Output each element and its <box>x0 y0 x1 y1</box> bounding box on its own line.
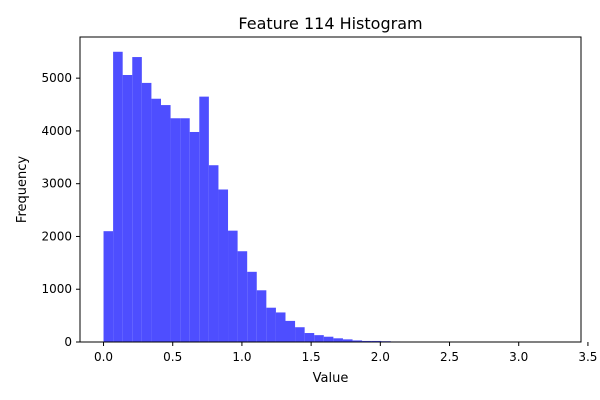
histogram-bar <box>180 118 190 343</box>
histogram-bar <box>199 96 209 343</box>
histogram-bar <box>333 338 343 342</box>
histogram-bar <box>295 327 305 342</box>
histogram-bar <box>103 231 114 342</box>
histogram-bar <box>362 340 372 342</box>
histogram-bar <box>228 230 238 342</box>
x-tick-label: 1.0 <box>232 350 251 364</box>
histogram-bar <box>189 131 200 342</box>
axes-frame <box>79 36 582 343</box>
plot-area <box>103 51 487 343</box>
x-tick-label: 0.5 <box>163 350 182 364</box>
x-axis-label: Value <box>313 371 349 386</box>
x-tick-label: 1.5 <box>302 350 321 364</box>
y-tick-label: 4000 <box>41 124 72 138</box>
y-tick-label: 2000 <box>41 229 72 243</box>
y-tick-label: 0 <box>64 335 72 349</box>
chart-title: Feature 114 Histogram <box>238 14 422 33</box>
histogram-bar <box>275 312 286 342</box>
x-tick-label: 3.0 <box>509 350 528 364</box>
histogram-bar <box>237 251 248 342</box>
histogram-bar <box>132 57 142 342</box>
histogram-bar <box>218 189 229 342</box>
histogram-bar <box>170 118 181 343</box>
histogram-bar <box>342 339 353 342</box>
histogram-bar <box>304 333 315 342</box>
histogram-bar <box>323 336 334 342</box>
histogram-bar <box>285 320 296 342</box>
histogram-bar <box>314 335 324 342</box>
x-tick-label: 2.5 <box>440 350 459 364</box>
x-tick-label: 3.5 <box>578 350 597 364</box>
y-tick-label: 1000 <box>41 282 72 296</box>
x-tick-label: 2.0 <box>371 350 390 364</box>
y-tick-label: 5000 <box>41 71 72 85</box>
histogram-bar <box>256 290 267 342</box>
x-axis-ticks: 0.0 0.5 1.0 1.5 2.0 2.5 3.0 3.5 <box>94 342 597 364</box>
histogram-bar <box>247 271 257 342</box>
histogram-bar <box>352 340 363 342</box>
histogram-bar <box>266 307 276 342</box>
x-tick-label: 0.0 <box>94 350 113 364</box>
histogram-bar <box>151 98 161 342</box>
histogram-bar <box>160 105 171 343</box>
histogram-bar <box>122 74 133 343</box>
y-axis-label: Frequency <box>15 156 30 223</box>
histogram-bar <box>141 82 152 343</box>
histogram-bar <box>208 165 219 342</box>
histogram-bar <box>371 340 382 342</box>
y-tick-label: 3000 <box>41 177 72 191</box>
y-axis-ticks: 0 1000 2000 3000 4000 5000 <box>41 71 80 349</box>
histogram-bar <box>113 51 123 342</box>
